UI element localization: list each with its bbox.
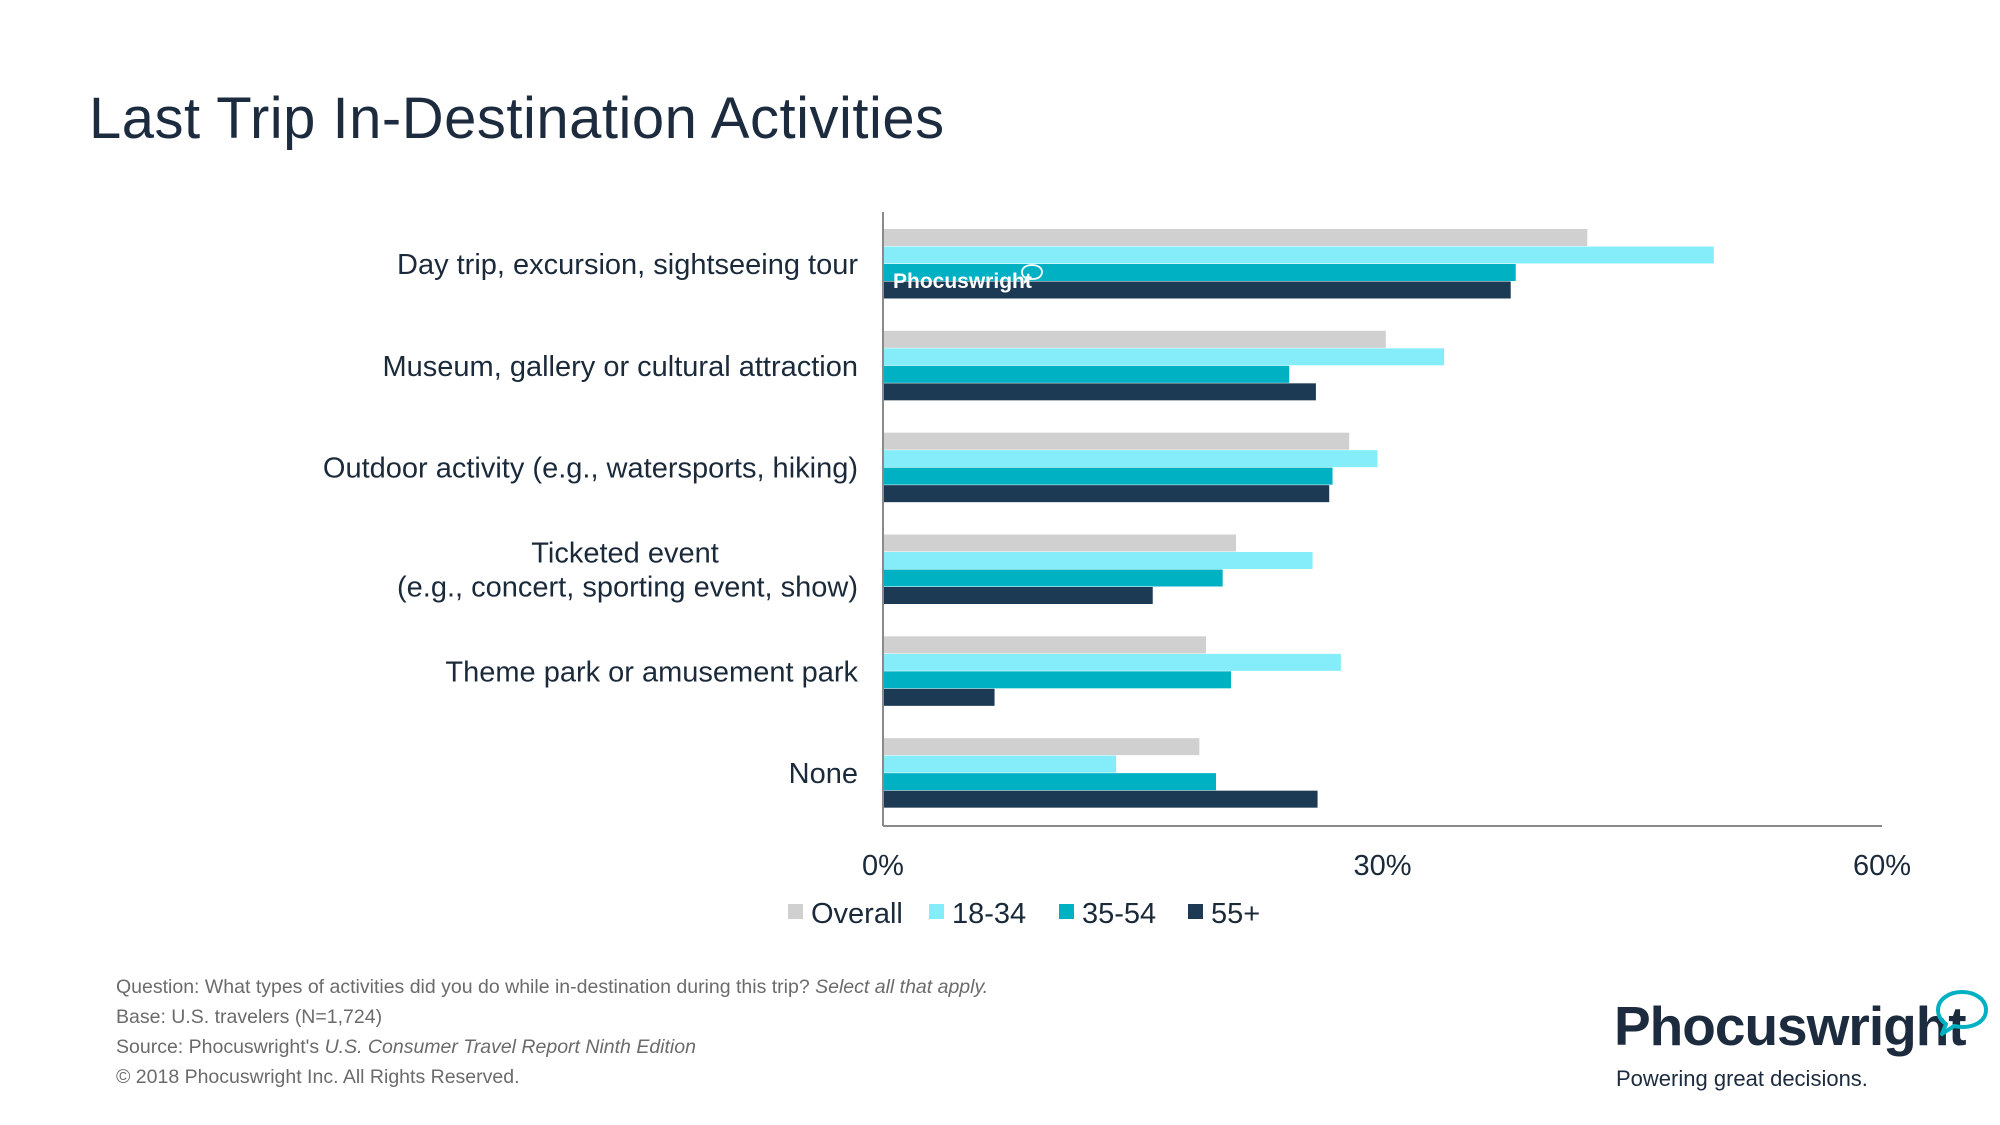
bar-overall-1 [883,330,1386,348]
bar-overall-0 [883,229,1588,246]
footnote-base: Base: U.S. travelers (N=1,724) [116,1006,383,1028]
legend-swatch [1059,904,1074,919]
x-tick-label: 30% [1353,850,1411,882]
x-tick-label: 60% [1853,850,1911,882]
legend-label: 55+ [1211,898,1260,930]
bar-55--4 [883,688,995,706]
legend-label: Overall [811,898,903,930]
category-label: Ticketed event [531,538,719,570]
category-label: Day trip, excursion, sightseeing tour [397,249,858,281]
bar-35-54-2 [883,467,1333,485]
legend-swatch [788,904,803,919]
bar-overall-4 [883,636,1207,654]
category-label: (e.g., concert, sporting event, show) [397,572,858,604]
logo-wordmark: Phocuswright [1614,995,1967,1057]
bar-35-54-4 [883,671,1231,689]
bar-35-54-5 [883,773,1216,791]
bar-55--3 [883,587,1153,604]
bar-18-34-0 [883,246,1714,264]
bar-18-34-2 [883,450,1378,468]
bar-55--1 [883,383,1316,401]
category-label: None [789,758,858,790]
footnotes: Question: What types of activities did y… [116,972,988,1092]
bar-18-34-3 [883,552,1313,569]
logo-tagline: Powering great decisions. [1616,1066,1868,1091]
watermark-bubble-icon [1021,264,1043,285]
bar-55--2 [883,485,1330,503]
bar-55--0 [883,281,1511,299]
bar-chart: Day trip, excursion, sightseeing tour Mus… [323,212,1911,930]
page-title: Last Trip In-Destination Activities [89,86,945,151]
bar-18-34-4 [883,653,1341,671]
legend-label: 18-34 [952,898,1026,930]
bar-overall-3 [883,534,1236,552]
speech-bubble-icon [1936,990,1988,1036]
bar-18-34-5 [883,755,1117,773]
footnote-copyright: © 2018 Phocuswright Inc. All Rights Rese… [116,1066,520,1088]
bar-18-34-1 [883,348,1445,366]
bar-overall-2 [883,432,1350,450]
legend-label: 35-54 [1082,898,1156,930]
footnote-question: Question: What types of activities did y… [116,976,989,998]
bar-55--5 [883,790,1318,808]
footnote-source: Source: Phocuswright's U.S. Consumer Tra… [116,1036,696,1058]
bar-35-54-3 [883,569,1223,587]
bar-overall-5 [883,738,1200,756]
category-label: Museum, gallery or cultural attraction [383,351,858,383]
bar-35-54-1 [883,365,1290,383]
legend-swatch [929,904,944,919]
category-label: Outdoor activity (e.g., watersports, hik… [323,453,858,485]
x-tick-label: 0% [862,850,904,882]
chart-watermark: Phocuswright [893,270,1032,293]
category-label: Theme park or amusement park [445,656,858,688]
legend-swatch [1188,904,1203,919]
phocuswright-logo: Phocuswright Powering great decisions. [1614,990,1989,1104]
